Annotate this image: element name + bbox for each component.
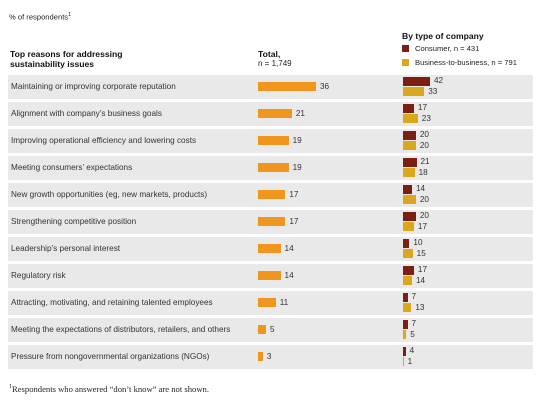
consumer-bar: [403, 158, 417, 167]
b2b-bar: [403, 114, 418, 123]
column-title-total: Total, n = 1,749: [258, 49, 292, 68]
total-bar: [258, 163, 289, 172]
b2b-bar: [403, 222, 414, 231]
total-value-label: 17: [289, 190, 299, 199]
total-value-label: 21: [295, 109, 305, 118]
consumer-value-label: 20: [419, 130, 429, 139]
total-bar: [258, 271, 281, 280]
total-bar: [258, 325, 267, 334]
footnote-text: Respondents who answered “don’t know” ar…: [12, 384, 209, 394]
b2b-value-label: 15: [416, 249, 426, 258]
column-title-by-type: By type of company: [402, 31, 484, 41]
row-label: Strengthening competitive position: [11, 217, 137, 226]
row-label: Leadership’s personal interest: [11, 244, 121, 253]
total-bar: [258, 217, 286, 226]
consumer-value-label: 7: [411, 319, 417, 328]
consumer-value-label: 7: [411, 292, 417, 301]
b2b-bar: [403, 357, 404, 366]
b2b-bar: [403, 195, 416, 204]
legend: Consumer, n = 431 Business-to-business, …: [402, 44, 532, 74]
column-title-reasons-line1: Top reasons for addressing: [10, 49, 123, 59]
total-value-label: 19: [292, 136, 302, 145]
consumer-bar: [403, 104, 414, 113]
consumer-value-label: 17: [417, 103, 428, 112]
total-value-label: 5: [270, 325, 275, 334]
total-bar: [258, 82, 316, 91]
consumer-value-label: 21: [420, 157, 430, 166]
total-value-label: 11: [279, 298, 289, 307]
b2b-bar: [403, 303, 412, 312]
b2b-value-label: 5: [410, 330, 415, 339]
consumer-value-label: 10: [413, 238, 423, 247]
row-label: Meeting the expectations of distributors…: [11, 325, 231, 334]
b2b-value-label: 33: [428, 87, 438, 96]
table-row: [8, 318, 533, 342]
unit-note-text: % of respondents: [9, 12, 69, 22]
row-label: Attracting, motivating, and retaining ta…: [11, 298, 213, 307]
b2b-bar: [403, 87, 425, 96]
total-bar: [258, 244, 281, 253]
total-bar: [258, 352, 263, 361]
b2b-value-label: 14: [416, 276, 426, 285]
b2b-value-label: 13: [415, 303, 425, 312]
legend-swatch-consumer: [402, 45, 409, 52]
column-title-total-label: Total,: [258, 49, 281, 59]
total-value-label: 17: [289, 217, 299, 226]
consumer-bar: [403, 293, 408, 302]
b2b-value-label: 23: [421, 114, 431, 123]
consumer-value-label: 4: [409, 346, 415, 355]
b2b-value-label: 20: [419, 141, 429, 150]
total-bar: [258, 109, 292, 118]
footnote: 1Respondents who answered “don’t know” a…: [9, 384, 209, 394]
b2b-value-label: 1: [407, 357, 413, 366]
total-bar: [258, 190, 286, 199]
b2b-bar: [403, 330, 407, 339]
consumer-value-label: 14: [416, 184, 426, 193]
b2b-bar: [403, 168, 415, 177]
b2b-bar: [403, 249, 413, 258]
total-value-label: 36: [320, 82, 330, 91]
consumer-value-label: 17: [417, 265, 428, 274]
total-bar: [258, 298, 276, 307]
legend-swatch-b2b: [402, 59, 409, 66]
consumer-value-label: 42: [434, 76, 444, 85]
table-row: [8, 345, 533, 369]
consumer-bar: [403, 212, 416, 221]
b2b-value-label: 18: [418, 168, 428, 177]
total-bar: [258, 136, 289, 145]
b2b-value-label: 20: [419, 195, 429, 204]
unit-note-footnote-marker: 1: [68, 12, 72, 18]
row-label: Alignment with company’s business goals: [11, 109, 162, 118]
total-value-label: 14: [284, 244, 294, 253]
column-title-reasons-line2: sustainability issues: [10, 59, 95, 69]
consumer-bar: [403, 266, 414, 275]
row-label: Pressure from nongovernmental organizati…: [11, 352, 210, 361]
consumer-bar: [403, 347, 406, 356]
consumer-bar: [403, 185, 412, 194]
legend-label-consumer: Consumer, n = 431: [415, 44, 480, 53]
consumer-bar: [403, 131, 416, 140]
consumer-bar: [403, 239, 410, 248]
b2b-value-label: 17: [417, 222, 428, 231]
b2b-bar: [403, 141, 416, 150]
row-label: Improving operational efficiency and low…: [11, 136, 197, 145]
total-value-label: 3: [266, 352, 272, 361]
row-label: Meeting consumers’ expectations: [11, 163, 133, 172]
total-value-label: 19: [292, 163, 302, 172]
unit-note: % of respondents1: [9, 11, 71, 22]
consumer-bar: [403, 320, 408, 329]
consumer-value-label: 20: [419, 211, 429, 220]
row-label: Maintaining or improving corporate reput…: [11, 82, 176, 91]
total-value-label: 14: [284, 271, 294, 280]
consumer-bar: [403, 77, 430, 86]
row-label: New growth opportunities (eg, new market…: [11, 190, 208, 199]
footnote-marker: 1: [9, 384, 12, 391]
column-title-total-n: n = 1,749: [258, 59, 292, 68]
b2b-bar: [403, 276, 412, 285]
row-label: Regulatory risk: [11, 271, 66, 280]
column-title-reasons: Top reasons for addressing sustainabilit…: [10, 49, 123, 69]
legend-label-b2b: Business-to-business, n = 791: [415, 58, 517, 67]
